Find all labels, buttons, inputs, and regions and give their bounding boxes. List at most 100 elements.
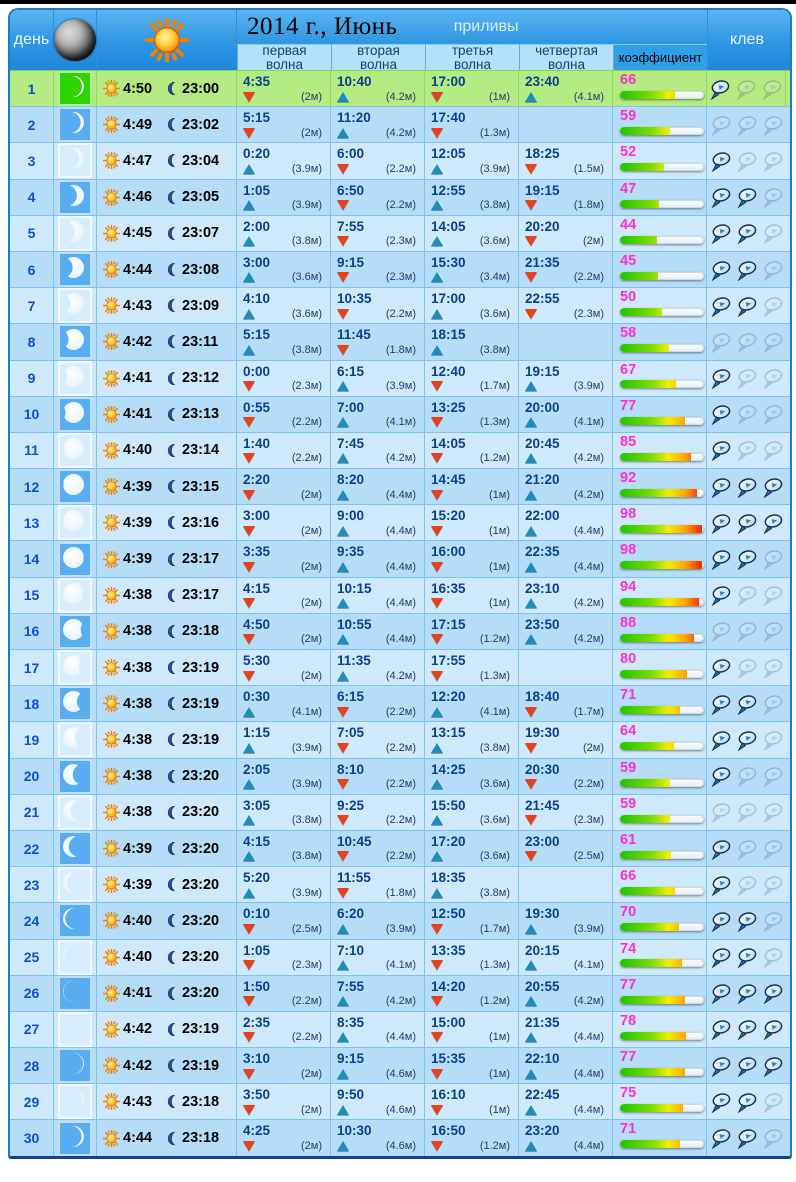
sun-times-cell: 4:39 23:20 [97,867,237,903]
coefficient-bar [620,199,704,208]
fish-icon [734,78,758,100]
coefficient-bar [620,742,704,751]
bite-cell [707,107,786,142]
tide-height: (2.2м) [291,1031,322,1044]
day-number: 8 [10,324,54,360]
tide-time: 1:15 [243,725,271,741]
sunset-time: 23:16 [182,514,220,531]
tide-arrow-down-icon [525,272,537,283]
tide-cell-1: 3:50 (2м) [237,1084,331,1120]
coefficient-value: 70 [620,904,637,921]
tide-height: (2.2м) [385,162,416,175]
table-row: 3 4:47 23:04 0:20 (3.9м) 6:00 [10,142,790,179]
fish-icon [735,403,759,425]
tide-time: 11:45 [337,327,371,343]
tide-time: 5:30 [243,653,271,668]
coefficient-bar [620,380,704,389]
fish-icon [709,693,733,715]
sunrise-icon [103,840,120,857]
sunset-time: 23:00 [182,80,220,97]
day-number: 3 [10,143,54,179]
fish-icon [761,801,785,823]
sunrise-time: 4:42 [123,1057,153,1074]
tide-arrow-down-icon [525,815,537,826]
tide-time: 21:20 [525,472,560,488]
tide-cell-3: 14:25 (3.6м) [425,758,519,794]
fish-icon [709,838,733,860]
tide-time: 9:15 [337,1051,365,1067]
sunset-moon-icon [165,660,179,675]
tide-cell-1: 2:00 (3.8м) [237,215,331,251]
tide-time: 2:05 [243,761,271,777]
fish-icon [735,729,759,751]
tide-time: 19:30 [525,906,560,922]
sunrise-icon [103,514,120,531]
fish-icon [735,150,759,172]
tide-time: 12:50 [431,906,466,922]
fish-icon [709,367,733,389]
day-number: 4 [10,179,54,215]
tide-cell-1: 1:50 (2.2м) [237,975,331,1011]
tide-time: 22:00 [525,508,560,524]
bite-cell [707,397,786,432]
coefficient-cell: 98 [613,541,707,577]
fish-icon [761,1018,785,1040]
tide-cell-4: 22:00 (4.4м) [519,505,613,541]
moon-phase [54,613,97,649]
sunrise-icon [103,370,120,387]
bite-cell [707,686,786,721]
tide-arrow-down-icon [243,417,255,428]
sunset-time: 23:20 [182,840,220,857]
tide-arrow-down-icon [243,598,255,609]
sunset-time: 23:20 [182,876,220,893]
tide-height: (4.4м) [573,1031,604,1044]
sunrise-icon [103,261,120,278]
tide-arrow-up-icon [337,923,349,934]
fish-icon [761,729,785,751]
fish-icon [761,222,785,244]
tide-height: (3.9м) [573,380,604,393]
moon-disc [63,582,84,604]
tide-height: (1.3м) [479,669,510,682]
tide-height: (4.4м) [385,1031,416,1044]
tide-arrow-up-icon [243,308,255,319]
table-row: 23 4:39 23:20 5:20 (3.9м) 11:55 [10,866,790,903]
tide-cell-4 [519,650,613,686]
tide-cell-4: 22:10 (4.4м) [519,1048,613,1084]
tide-arrow-down-icon [243,1140,255,1151]
day-number: 26 [10,975,54,1011]
tide-time: 4:15 [243,580,271,596]
tide-cell-1: 1:05 (2.3м) [237,939,331,975]
tide-cell-4: 21:35 (2.2м) [519,251,613,288]
tide-height: (1.8м) [385,886,416,899]
tide-arrow-up-icon [337,1104,349,1115]
table-row: 18 4:38 23:19 0:30 (4.1м) 6:15 [10,685,790,722]
sunrise-time: 4:49 [123,116,153,133]
tide-arrow-down-icon [243,1068,255,1079]
moon-phase [54,577,97,613]
sunrise-icon [103,478,120,495]
tide-time: 20:00 [525,399,560,415]
tide-height: (3.9м) [291,741,322,754]
day-number: 2 [10,107,54,143]
tide-cell-1: 2:35 (2.2м) [237,1011,331,1048]
tide-arrow-up-icon [431,344,443,355]
sunrise-icon [103,297,120,314]
sun-times-cell: 4:38 23:19 [97,650,237,686]
coefficient-value: 85 [620,433,637,450]
bite-cell [707,940,786,975]
moon-shadow [72,763,90,785]
tide-height: (4.4м) [573,1103,604,1116]
sunrise-time: 4:42 [123,1021,153,1038]
tide-arrow-up-icon [337,1068,349,1079]
table-row: 21 4:38 23:20 3:05 (3.8м) 9:25 [10,793,790,830]
tide-arrow-down-icon [243,670,255,681]
fish-icon [735,439,759,461]
day-number: 11 [10,432,54,469]
sunrise-time: 4:39 [123,478,153,495]
sunrise-icon [103,876,120,893]
bite-cell [707,578,786,613]
tide-time: 7:55 [337,218,365,234]
tide-cell-1: 5:15 (2м) [237,107,331,143]
fish-icon [709,512,733,534]
